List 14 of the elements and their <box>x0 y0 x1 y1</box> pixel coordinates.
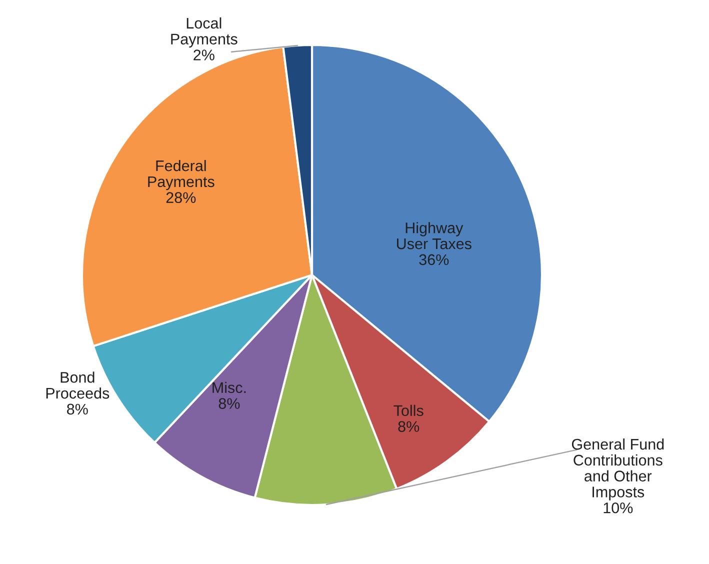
slice-label: Highway User Taxes <box>397 222 472 250</box>
slice-label: Bond Proceeds <box>46 372 110 399</box>
data-label: 8% <box>398 421 420 432</box>
slice-label: Local Payments <box>171 17 238 48</box>
slice-label: Tolls <box>394 404 424 416</box>
slice-label: Federal Payments <box>148 160 214 190</box>
data-label: 36% <box>419 254 449 266</box>
data-label: 2% <box>194 50 214 60</box>
data-label: 8% <box>67 404 88 415</box>
slice-label: Misc. <box>212 382 246 394</box>
data-label: 8% <box>218 398 240 409</box>
slice-label: General Fund Contributions and Other Imposts <box>572 438 664 500</box>
data-label: 28% <box>166 192 196 204</box>
data-label: 10% <box>604 502 633 514</box>
